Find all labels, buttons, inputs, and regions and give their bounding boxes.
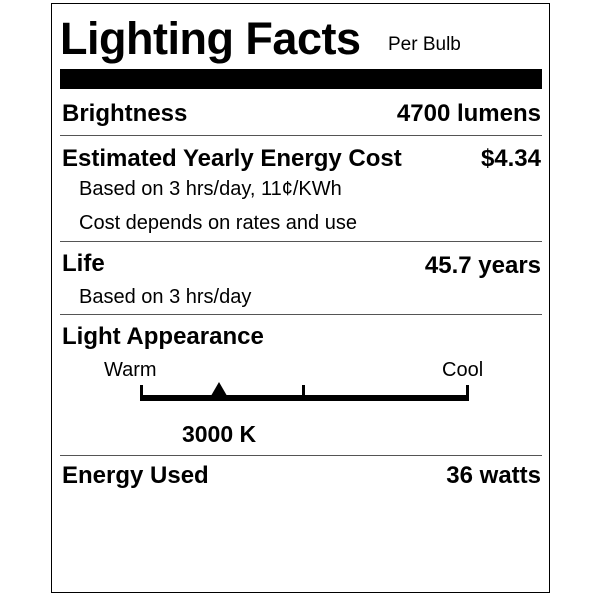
life-note: Based on 3 hrs/day — [79, 286, 252, 308]
life-value: 45.7 years — [424, 252, 541, 279]
color-temperature-value: 3000 K — [181, 421, 257, 447]
energy-cost-value: $4.34 — [480, 145, 541, 172]
energy-cost-label: Estimated Yearly Energy Cost — [62, 145, 402, 172]
energy-cost-note-2: Cost depends on rates and use — [79, 212, 357, 234]
label-subtitle: Per Bulb — [388, 34, 461, 55]
scale-tick-middle — [302, 385, 305, 395]
life-label: Life — [62, 250, 105, 277]
energy-used-value: 36 watts — [446, 462, 541, 489]
energy-cost-note-1: Based on 3 hrs/day, 11¢/KWh — [79, 178, 342, 200]
color-temperature-marker-icon — [207, 382, 230, 401]
cool-label: Cool — [442, 359, 484, 381]
label-title: Lighting Facts — [60, 13, 361, 64]
lighting-facts-label: Lighting Facts Per Bulb Brightness 4700 … — [51, 3, 550, 593]
scale-tick-start — [140, 385, 143, 401]
light-appearance-label: Light Appearance — [62, 323, 264, 350]
brightness-label: Brightness — [62, 100, 188, 127]
divider — [60, 314, 542, 315]
warm-label: Warm — [104, 359, 157, 381]
color-temperature-scale — [140, 382, 469, 401]
scale-tick-end — [466, 385, 469, 401]
divider — [60, 455, 542, 456]
brightness-value: 4700 lumens — [396, 100, 541, 127]
divider — [60, 241, 542, 242]
energy-used-label: Energy Used — [62, 462, 209, 489]
title-bar-divider — [60, 69, 542, 89]
divider — [60, 135, 542, 136]
